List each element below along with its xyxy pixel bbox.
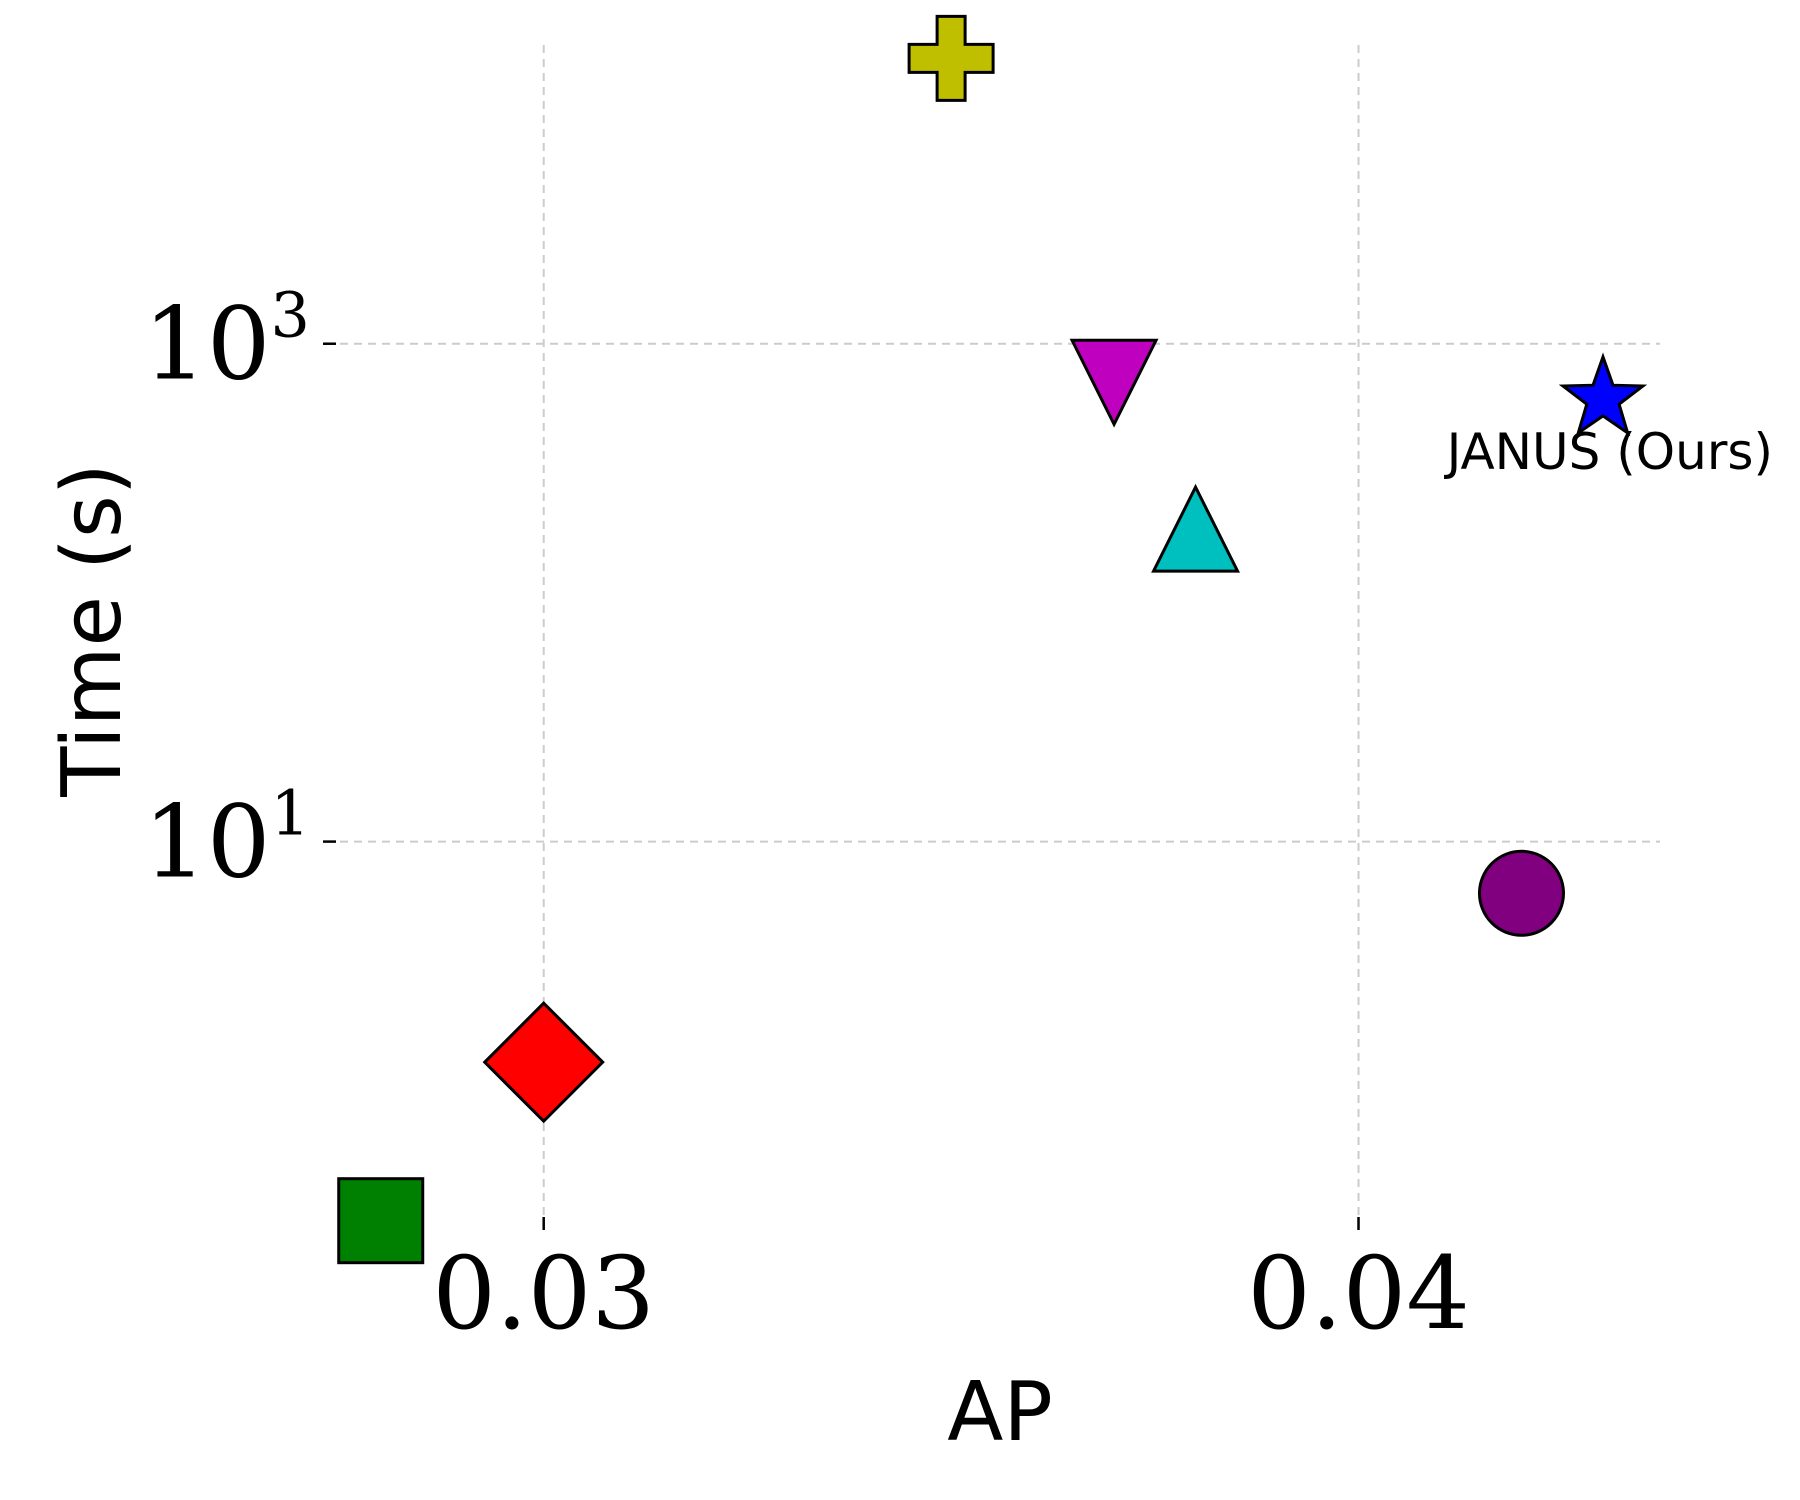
grid-lines	[340, 45, 1660, 1215]
triangle-down-marker	[1069, 338, 1159, 428]
data-markers	[337, 14, 1648, 1265]
square-marker	[337, 1177, 425, 1265]
circle-marker	[1477, 849, 1565, 937]
y-axis-title: Time (s)	[45, 463, 140, 797]
axis-ticks: 0.03 0.04 101 103	[143, 279, 1470, 1352]
y-tick-label: 101	[143, 777, 310, 901]
y-tick-label: 103	[143, 279, 310, 403]
diamond-marker	[482, 1001, 605, 1124]
star-marker	[1558, 352, 1648, 437]
x-axis-title: AP	[947, 1365, 1053, 1460]
x-tick-label: 0.04	[1247, 1235, 1470, 1352]
x-tick-label: 0.03	[432, 1235, 655, 1352]
plus-marker	[907, 14, 995, 102]
point-annotation: JANUS (Ours)	[1444, 423, 1773, 481]
triangle-up-marker	[1151, 483, 1240, 573]
